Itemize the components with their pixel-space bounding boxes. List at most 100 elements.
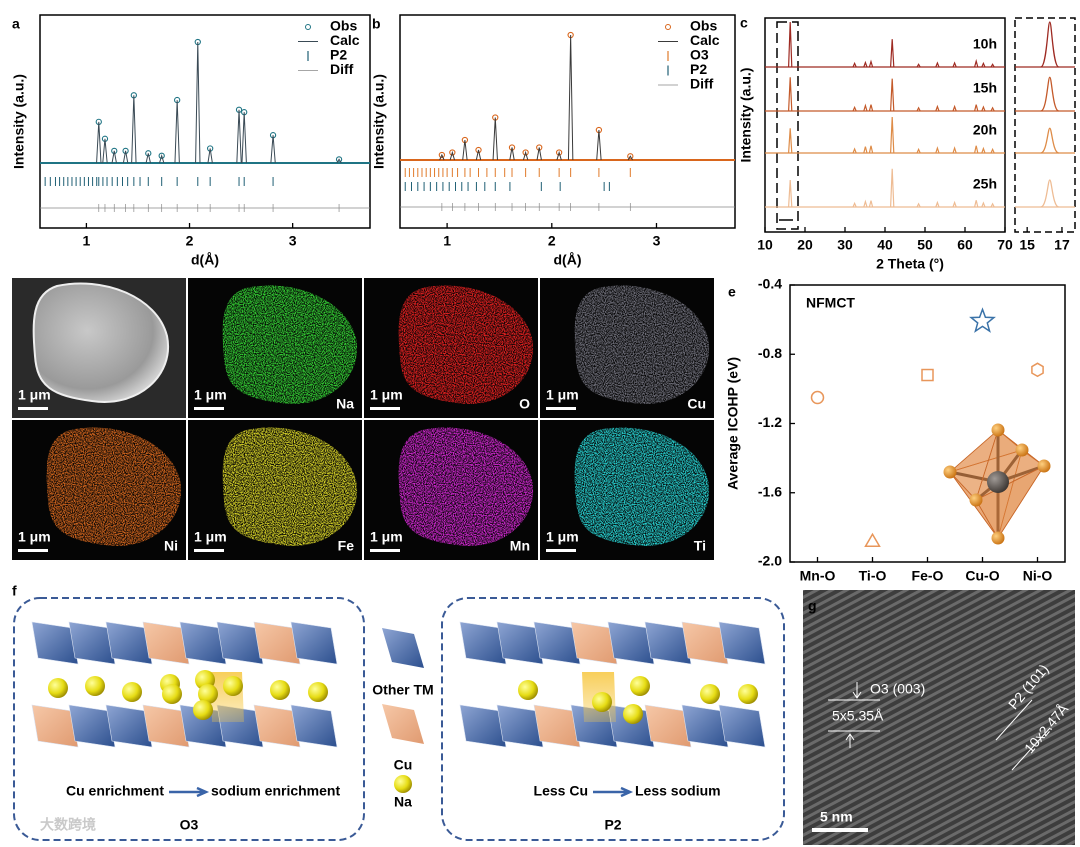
sodium-atom — [738, 684, 758, 704]
y-axis-label: Average ICOHP (eV) — [725, 357, 741, 490]
y-tick-label: -0.4 — [758, 276, 782, 292]
obs-point — [475, 146, 482, 154]
oxygen-atom — [991, 531, 1005, 545]
peak — [916, 63, 921, 68]
series-label: 15h — [973, 80, 997, 96]
x-axis-label: d(Å) — [554, 252, 582, 268]
octahedral-slab — [459, 621, 507, 665]
y-tick-label: -0.8 — [758, 345, 782, 361]
peak — [952, 200, 957, 208]
x-tick-label: 15 — [1019, 237, 1035, 253]
model-arrow — [169, 786, 210, 798]
calc-peak — [207, 148, 213, 164]
obs-point — [438, 151, 446, 159]
peak — [863, 60, 868, 68]
legend-slab — [382, 628, 424, 668]
element-map — [398, 285, 534, 404]
element-map — [222, 285, 358, 404]
data-point — [810, 390, 825, 405]
series-label: 20h — [973, 122, 997, 138]
octahedral-slab — [142, 621, 190, 665]
x-tick-label: 3 — [289, 233, 297, 249]
octahedral-slab — [533, 621, 581, 665]
series-label: 10h — [973, 36, 997, 52]
obs-point — [627, 153, 634, 160]
obs-point — [555, 149, 563, 156]
peak — [868, 200, 874, 208]
sodium-atom — [223, 676, 243, 696]
x-tick-label: 30 — [837, 237, 853, 253]
model-frame — [441, 597, 785, 841]
y-axis-label: Intensity (a.u.) — [371, 74, 387, 169]
peak — [863, 103, 868, 112]
calc-peak — [122, 150, 129, 164]
element-label: Mn — [510, 538, 530, 554]
legend-label: Calc — [330, 32, 360, 48]
inset-frame — [1014, 17, 1076, 233]
element-map — [574, 285, 710, 404]
peak — [981, 146, 986, 154]
calc-peak — [236, 109, 242, 164]
oxygen-atom — [943, 465, 957, 479]
peak — [935, 61, 940, 68]
octahedral-slab — [253, 621, 301, 665]
sodium-atom — [270, 680, 290, 700]
oxygen-atom — [969, 493, 983, 507]
scale-bar — [812, 828, 868, 832]
peak — [852, 201, 857, 208]
peak — [974, 58, 979, 68]
plot-frame — [789, 284, 1066, 563]
x-tick-label: 50 — [917, 237, 933, 253]
peak — [863, 146, 868, 154]
x-axis-label: 2 Theta (°) — [876, 256, 944, 272]
octahedral-slab — [105, 704, 153, 748]
zoom-region — [776, 21, 799, 230]
oxygen-atom — [1015, 443, 1029, 457]
element-map — [574, 427, 710, 546]
octahedral-slab — [31, 621, 79, 665]
octahedral-slab — [718, 704, 766, 748]
scale-bar — [370, 407, 400, 410]
x-tick-label: 1 — [443, 233, 451, 249]
series-label: 25h — [973, 176, 997, 192]
x-tick-label: Mn-O — [800, 568, 836, 584]
oxygen-atom — [1037, 459, 1051, 473]
scale-bar — [18, 407, 48, 410]
x-tick-label: 10 — [757, 237, 773, 253]
data-point — [864, 532, 881, 547]
x-tick-label: 60 — [957, 237, 973, 253]
y-axis-label: Intensity (a.u.) — [11, 74, 27, 169]
scale-bar-label: 1 μm — [194, 529, 227, 545]
calc-peak — [536, 147, 542, 161]
scale-bar-label: 1 μm — [18, 387, 51, 403]
y-axis-label: Intensity (a.u.) — [738, 68, 754, 163]
calc-peak — [492, 117, 498, 161]
scale-bar-label: 1 μm — [546, 529, 579, 545]
peak — [863, 199, 868, 208]
peak — [852, 105, 857, 112]
calc-peak — [556, 150, 562, 161]
data-point — [1031, 362, 1044, 378]
legend-sodium — [394, 775, 412, 793]
octahedral-slab — [105, 621, 153, 665]
element-label: O — [519, 396, 530, 412]
legend-label: Obs — [690, 18, 717, 34]
obs-point — [145, 150, 152, 157]
watermark: 大数跨境 — [40, 817, 96, 833]
scale-bar — [194, 549, 224, 552]
scale-bar-label: 5 nm — [820, 809, 853, 825]
element-label: Cu — [687, 396, 706, 412]
calc-peak — [596, 129, 602, 161]
octahedral-slab — [607, 621, 655, 665]
model-left-label: Less Cu — [534, 783, 588, 799]
annotation-line — [995, 699, 1033, 741]
inset-peak — [1040, 127, 1060, 154]
calc-peak — [159, 154, 165, 164]
legend-label: O3 — [690, 47, 709, 63]
legend-symbol — [665, 24, 671, 30]
calc-peak — [241, 112, 247, 164]
peak — [974, 145, 979, 154]
octahedral-slab — [496, 621, 544, 665]
sodium-atom — [518, 680, 538, 700]
